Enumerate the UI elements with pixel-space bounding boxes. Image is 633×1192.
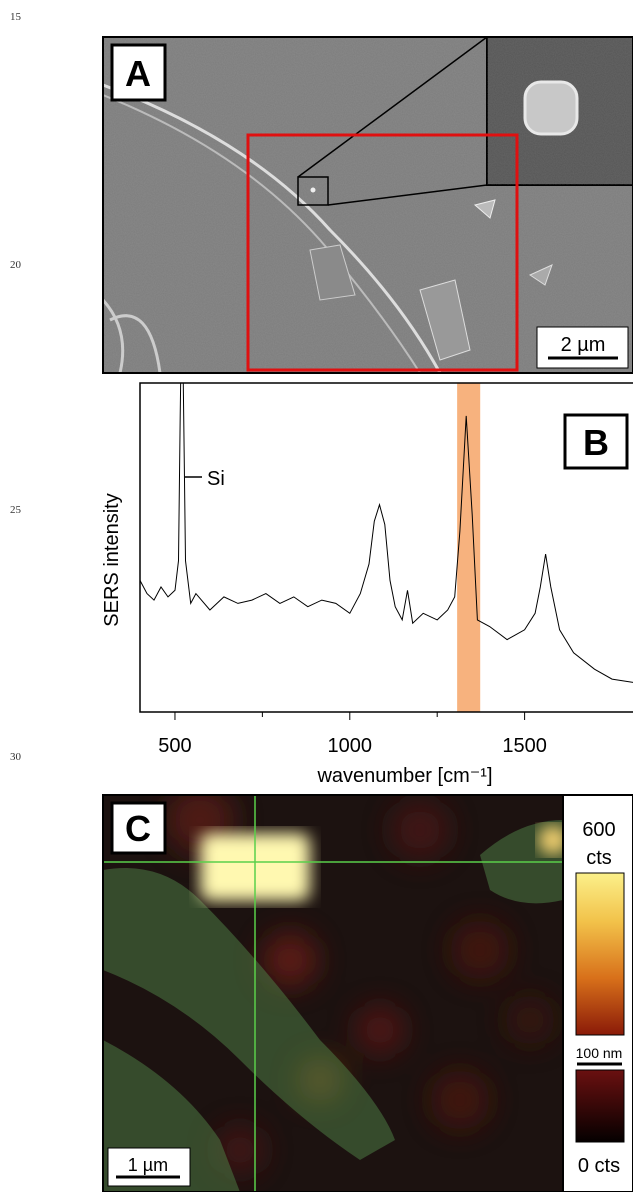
plot-frame — [139, 382, 633, 713]
line-number: 15 — [10, 11, 22, 23]
panel-label: B — [583, 422, 609, 463]
colorbar-label: cts — [586, 847, 612, 869]
panel-label: A — [125, 53, 151, 94]
colorbar — [575, 1069, 625, 1143]
colorbar-label: 600 — [582, 819, 615, 841]
panel-border — [102, 36, 633, 374]
panel-label: C — [125, 808, 151, 849]
line-number: 30 — [10, 751, 22, 763]
raman-map — [103, 795, 563, 1192]
spectrum-chart: 500 1000 1500 — [139, 382, 633, 757]
colorbar-label: 0 cts — [578, 1155, 620, 1177]
label-box — [110, 801, 167, 855]
x-tick-label: 500 — [158, 735, 191, 757]
scale-box — [107, 1147, 191, 1187]
x-tick-label: 1500 — [502, 735, 547, 757]
panel-border — [102, 794, 633, 1192]
line-number: 20 — [10, 259, 22, 271]
colorbar — [575, 872, 625, 1036]
x-axis-label: wavenumber [cm⁻¹] — [316, 765, 492, 787]
y-axis-label: SERS intensity — [101, 493, 123, 626]
highlight-band — [457, 383, 481, 712]
scale-label: 2 µm — [561, 334, 606, 356]
spectrum-line — [140, 383, 633, 683]
label-box — [110, 43, 167, 102]
colorbar-scale: 100 nm — [576, 1045, 623, 1061]
sem-image — [103, 37, 633, 373]
line-number: 25 — [10, 504, 22, 516]
scale-label: 1 µm — [128, 1155, 168, 1175]
scale-box — [536, 326, 629, 369]
label-box — [563, 413, 629, 470]
x-tick-label: 1000 — [328, 735, 373, 757]
annotation: Si — [207, 468, 225, 490]
